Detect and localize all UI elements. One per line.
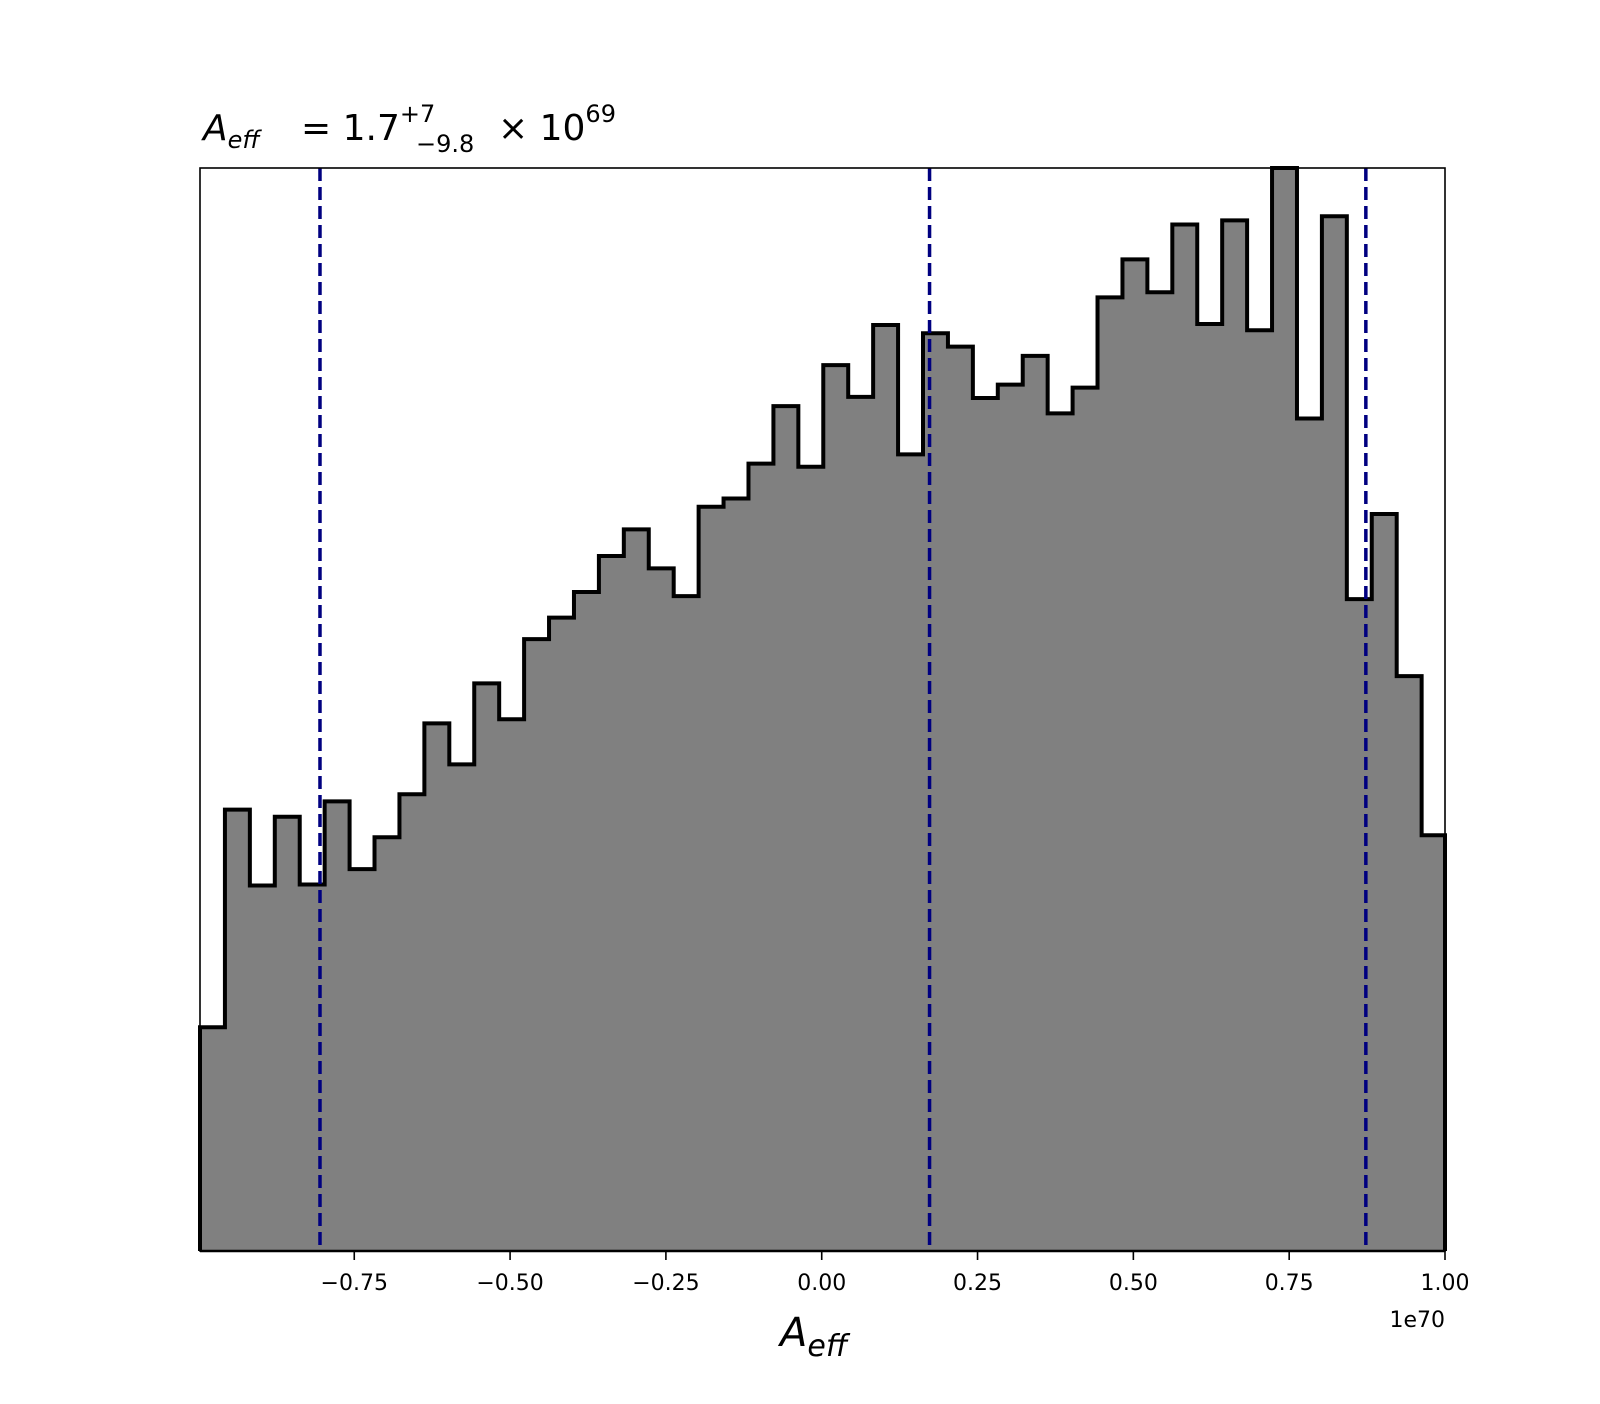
histogram-bar <box>1296 418 1323 1251</box>
histogram-bar <box>499 719 525 1251</box>
x-tick-label: 0.00 <box>797 1271 846 1296</box>
x-axis-title: Aeff <box>777 1310 851 1364</box>
histogram-bar <box>349 869 376 1251</box>
histogram-bar <box>1222 220 1248 1252</box>
histogram-bar <box>274 816 301 1251</box>
title-symbol: A <box>201 108 228 149</box>
histogram-bar <box>1371 513 1398 1251</box>
histogram-bar <box>723 498 749 1251</box>
histogram-bar <box>573 591 600 1251</box>
histogram-bar <box>748 463 774 1251</box>
histogram-bar <box>1147 292 1173 1251</box>
x-tick-label: −0.75 <box>321 1271 388 1296</box>
x-tick-label: 1.00 <box>1421 1271 1470 1296</box>
title-exponent: 69 <box>585 100 616 128</box>
histogram-bar <box>249 885 276 1251</box>
histogram-bar <box>424 723 450 1251</box>
histogram-bar <box>923 333 949 1252</box>
histogram-bar <box>1247 330 1273 1251</box>
x-axis-title-subscript: eff <box>807 1329 850 1364</box>
histogram-bar <box>1047 413 1074 1251</box>
histogram-bar <box>449 764 475 1251</box>
histogram-step-outline <box>198 166 1447 1251</box>
chart-title: Aeff = 1.7+7 −9.8 × 1069 <box>201 100 616 158</box>
histogram-bar <box>224 809 251 1251</box>
x-tick-label: 0.75 <box>1265 1271 1314 1296</box>
histogram-bar <box>549 617 575 1251</box>
title-symbol-subscript: eff <box>228 126 263 154</box>
histogram-bar <box>1122 259 1148 1252</box>
x-tick-label: 0.25 <box>953 1271 1002 1296</box>
histogram-bar <box>947 346 974 1251</box>
histogram-bar <box>623 529 650 1251</box>
histogram-bar <box>848 396 874 1252</box>
plot-area <box>198 166 1447 1252</box>
histogram-bar <box>1321 216 1348 1251</box>
histogram-bar <box>1197 324 1223 1251</box>
histogram-bar <box>1346 599 1373 1251</box>
histogram-bar <box>873 325 899 1251</box>
histogram-bar <box>1172 224 1198 1251</box>
histogram-bar <box>399 794 425 1251</box>
histogram-bar <box>997 384 1024 1252</box>
histogram-bar <box>200 1027 226 1251</box>
histogram-bar <box>474 683 500 1251</box>
axes: −0.75 −0.50 −0.25 0.00 0.25 0.50 0.75 1.00 <box>199 167 1470 1296</box>
x-tick-label: −0.25 <box>632 1271 699 1296</box>
histogram-bar <box>374 837 400 1251</box>
histogram-bar <box>648 568 675 1251</box>
x-axis-offset-label: 1e70 <box>1389 1308 1445 1333</box>
histogram-bar <box>1072 387 1099 1251</box>
histogram-bar <box>798 466 824 1251</box>
histogram-bar <box>823 365 849 1252</box>
histogram-bar <box>1097 297 1123 1251</box>
x-tick-label: 0.50 <box>1109 1271 1158 1296</box>
histogram-bar <box>1022 355 1049 1251</box>
histogram-bar <box>698 506 725 1251</box>
histogram-bar <box>1396 676 1423 1251</box>
histogram-bar <box>773 406 799 1251</box>
histogram-bar <box>673 596 700 1251</box>
title-multiplier: × 10 <box>498 108 585 149</box>
title-relation: = 1.7 <box>301 108 400 149</box>
histogram-bar <box>324 801 351 1251</box>
x-tick-label: −0.50 <box>476 1271 543 1296</box>
histogram-bar <box>1421 835 1446 1251</box>
x-axis-title-symbol: A <box>777 1310 807 1356</box>
title-upper-error: +7 <box>400 100 435 128</box>
histogram-bar <box>972 397 999 1251</box>
histogram-bar <box>898 454 924 1251</box>
histogram-bar <box>1272 168 1298 1251</box>
title-lower-error: −9.8 <box>416 130 474 158</box>
histogram-bar <box>598 556 625 1251</box>
histogram-bar <box>524 639 550 1251</box>
